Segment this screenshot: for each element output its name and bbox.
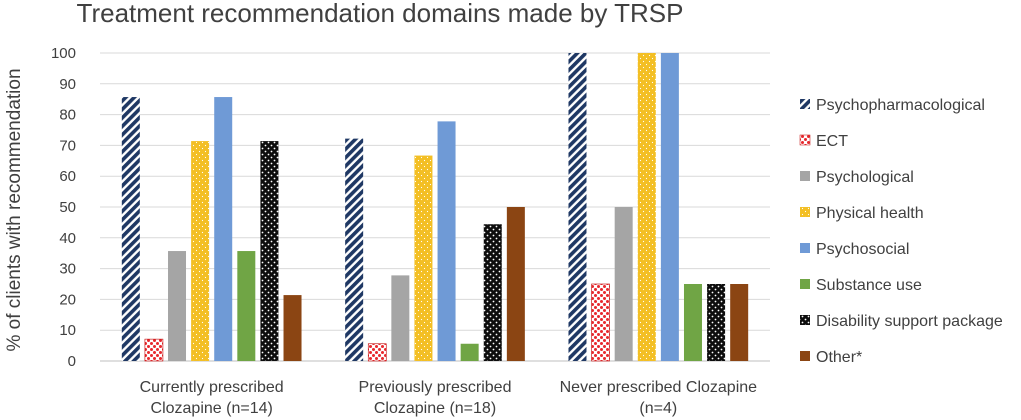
y-tick-label: 50: [59, 199, 76, 216]
bar: [483, 224, 502, 361]
bar: [660, 53, 679, 361]
legend-label: ECT: [816, 133, 848, 150]
y-axis-ticks: 0 10 20 30 40 50 60 70 80 90 100: [51, 45, 76, 370]
legend-label: Other*: [816, 349, 862, 366]
bar: [707, 284, 726, 361]
y-tick-label: 60: [59, 168, 76, 185]
bars: [121, 53, 749, 362]
bar: [237, 251, 256, 361]
legend-swatch: [800, 171, 810, 181]
x-category-label: Never prescribed Clozapine: [560, 379, 758, 396]
bar: [391, 275, 410, 361]
category-labels: Currently prescribed Clozapine (n=14) Prev…: [140, 379, 758, 417]
bar: [168, 251, 187, 361]
y-tick-label: 100: [51, 45, 76, 62]
y-tick-label: 90: [59, 76, 76, 93]
legend-swatch: [800, 99, 810, 109]
bar: [144, 338, 164, 362]
bar: [591, 283, 610, 362]
legend-swatch: [800, 207, 810, 217]
y-tick-label: 10: [59, 322, 76, 339]
x-category-label: Currently prescribed: [140, 379, 284, 396]
legend-label: Physical health: [816, 205, 924, 222]
legend-swatch: [799, 134, 811, 146]
legend-swatch: [800, 351, 810, 361]
y-tick-label: 40: [59, 230, 76, 247]
legend-swatch: [800, 315, 810, 325]
gridlines: [100, 52, 770, 362]
bar: [437, 121, 456, 361]
x-category-label: Clozapine (n=18): [374, 400, 496, 417]
bar: [460, 343, 479, 361]
y-tick-label: 20: [59, 291, 76, 308]
legend-label: Substance use: [816, 277, 922, 294]
legend: Psychopharmacological ECT Psychological Phy…: [799, 97, 1003, 366]
bar: [506, 207, 525, 361]
bar: [730, 284, 749, 361]
legend-label: Psychopharmacological: [816, 97, 985, 114]
bar: [637, 53, 656, 361]
y-tick-label: 0: [68, 353, 76, 370]
y-axis-label: % of clients with recommendation: [4, 68, 25, 351]
bar: [614, 207, 633, 361]
bar: [568, 53, 587, 361]
legend-swatch: [800, 279, 810, 289]
bar: [414, 155, 433, 361]
x-category-label: Previously prescribed: [359, 379, 512, 396]
y-tick-label: 80: [59, 107, 76, 124]
bar: [191, 141, 210, 361]
x-category-label: Clozapine (n=14): [151, 400, 273, 417]
bar: [121, 97, 140, 361]
x-category-label: (n=4): [639, 400, 677, 417]
bar: [683, 284, 702, 361]
chart-title: Treatment recommendation domains made by…: [77, 0, 684, 28]
y-tick-label: 30: [59, 261, 76, 278]
legend-label: Psychosocial: [816, 241, 909, 258]
bar: [367, 343, 387, 362]
legend-swatch: [800, 243, 810, 253]
bar: [260, 141, 279, 361]
bar: [214, 97, 233, 361]
legend-label: Disability support package: [816, 313, 1003, 330]
bar: [283, 295, 302, 361]
y-tick-label: 70: [59, 137, 76, 154]
legend-label: Psychological: [816, 169, 914, 186]
bar: [345, 138, 364, 361]
